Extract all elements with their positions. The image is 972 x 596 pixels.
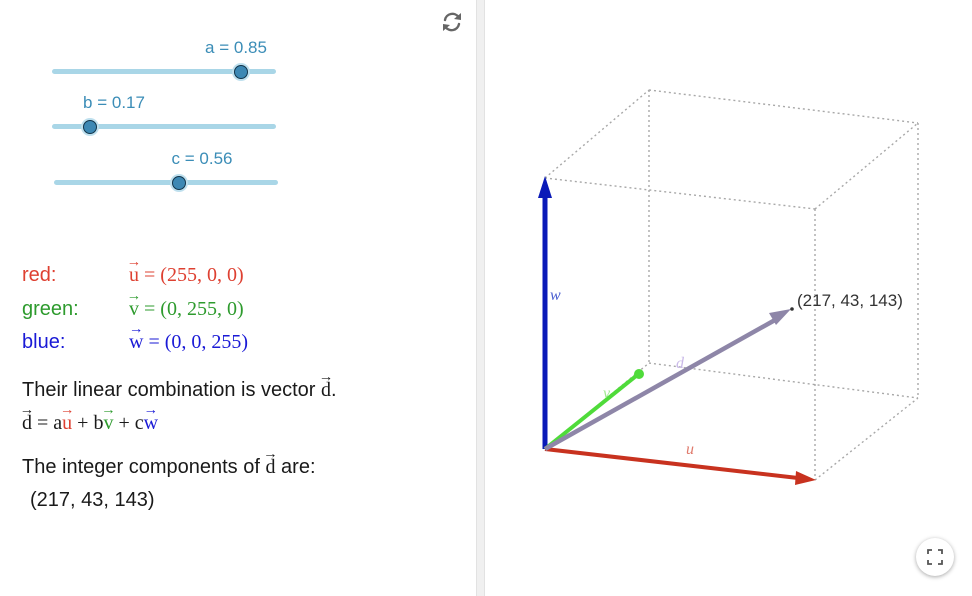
combination-intro-symbol: d (321, 379, 331, 402)
slider-c-label: c = 0.56 (171, 149, 233, 168)
components-symbol: d (265, 456, 275, 479)
eq-w-symbol: w (144, 412, 158, 435)
slider-b-knob[interactable] (83, 119, 97, 134)
vector-w-arrow[interactable] (538, 176, 552, 449)
components-suffix: are: (281, 456, 316, 478)
panel-divider[interactable] (476, 0, 485, 596)
point-d-label: (217, 43, 143) (797, 291, 903, 310)
vector-v-symbol: v (129, 298, 139, 321)
eq-d-symbol: d (22, 412, 32, 435)
vector-v-label: v (603, 385, 611, 402)
vector-v-row: green: v = (0, 255, 0) (22, 298, 244, 321)
slider-c-knob[interactable] (172, 175, 186, 190)
rgb-cube-outline (544, 89, 919, 481)
reset-button[interactable] (438, 8, 466, 36)
eq-coef-a: a (53, 412, 63, 434)
vector-u-label: u (686, 441, 694, 458)
vector-u-arrow[interactable] (544, 447, 816, 485)
algebra-panel: a = 0.85 b = 0.17 c = 0.56 red: u = (255,… (0, 0, 476, 596)
point-d[interactable] (790, 307, 794, 311)
combination-intro-text: Their linear combination is vector (22, 379, 316, 401)
slider-b-track[interactable] (52, 124, 276, 129)
vector-d-arrow[interactable] (543, 309, 791, 451)
vector-v-name: green: (22, 298, 79, 320)
combination-intro: Their linear combination is vector d. (22, 379, 337, 402)
vector-w-row: blue: w = (0, 0, 255) (22, 331, 248, 354)
vector-w-value: = (0, 0, 255) (148, 331, 249, 353)
components-prefix: The integer components of (22, 456, 260, 478)
combination-intro-end: . (331, 379, 337, 401)
reset-icon (443, 12, 461, 32)
slider-a-label: a = 0.85 (205, 38, 267, 57)
vector-u-value: = (255, 0, 0) (144, 264, 244, 286)
eq-equals: = (37, 412, 49, 434)
vector-u-name: red: (22, 264, 57, 286)
slider-a-track[interactable] (52, 69, 276, 74)
vector-u-symbol: u (129, 264, 139, 287)
vector-w-symbol: w (129, 331, 143, 354)
fullscreen-icon (927, 549, 943, 565)
vector-v-value: = (0, 255, 0) (144, 298, 244, 320)
combination-equation: d = au + bv + cw (22, 412, 158, 435)
vector-u-row: red: u = (255, 0, 0) (22, 264, 244, 287)
eq-coef-b: b (93, 412, 104, 434)
eq-plus-1: + (77, 412, 89, 434)
eq-plus-2: + (118, 412, 130, 434)
slider-c-track[interactable] (54, 180, 278, 185)
eq-coef-c: c (134, 412, 144, 434)
eq-v-symbol: v (103, 412, 113, 435)
components-value: (217, 43, 143) (30, 489, 155, 511)
eq-u-symbol: u (62, 412, 72, 435)
components-heading: The integer components of d are: (22, 456, 316, 479)
vector-w-name: blue: (22, 331, 66, 353)
vector-d-label: d (676, 355, 685, 372)
slider-b-label: b = 0.17 (83, 93, 145, 112)
fullscreen-button[interactable] (916, 538, 954, 576)
vector-w-label: w (550, 287, 561, 304)
slider-a-knob[interactable] (234, 64, 248, 79)
vector-v-arrow[interactable] (543, 369, 644, 451)
